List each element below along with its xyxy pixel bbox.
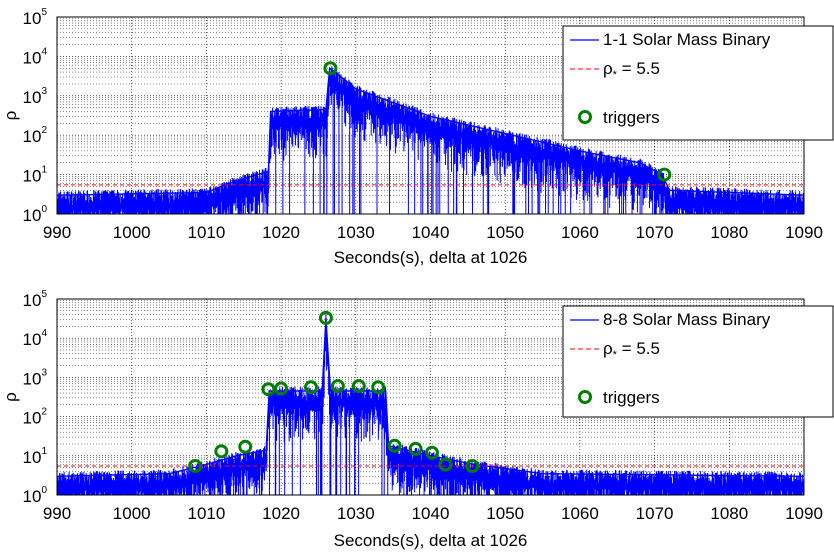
x-tick-label: 1050 — [486, 504, 524, 523]
trigger-markers — [323, 61, 672, 182]
trigger-marker — [657, 167, 672, 182]
legend-trigger-label: triggers — [603, 388, 660, 407]
trigger-marker — [214, 444, 229, 459]
trigger-marker — [261, 382, 276, 397]
trigger-marker — [387, 438, 402, 453]
legend-box — [562, 25, 834, 141]
y-tick-label: 100 — [23, 485, 48, 506]
x-tick-label: 1080 — [710, 223, 748, 242]
legend-signal-label: 8-8 Solar Mass Binary — [603, 310, 771, 329]
x-tick-label: 990 — [43, 223, 71, 242]
y-axis-label: ρ — [1, 392, 20, 402]
x-tick-label: 1030 — [337, 223, 375, 242]
legend-trigger-label: triggers — [603, 108, 660, 127]
trigger-marker — [438, 457, 453, 472]
y-tick-label: 101 — [23, 165, 48, 186]
legend: 1-1 Solar Mass Binary ρ* = 5.5 triggers — [562, 25, 834, 141]
legend-threshold-label: ρ* = 5.5 — [603, 59, 660, 81]
trigger-marker — [274, 381, 289, 396]
x-axis-label: Seconds(s), delta at 1026 — [334, 531, 528, 550]
y-tick-label: 102 — [23, 407, 48, 428]
x-tick-label: 1020 — [262, 504, 300, 523]
y-tick-label: 105 — [23, 289, 48, 310]
x-tick-label: 1030 — [337, 504, 375, 523]
x-tick-label: 1000 — [113, 223, 151, 242]
legend-threshold-label: ρ* = 5.5 — [603, 339, 660, 361]
y-tick-label: 104 — [23, 328, 48, 349]
trigger-markers — [188, 310, 480, 473]
signal-envelope — [56, 317, 805, 477]
x-tick-label: 990 — [43, 504, 71, 523]
signal-envelope — [56, 66, 805, 196]
legend-trigger-swatch — [578, 110, 592, 124]
x-tick-label: 1060 — [561, 223, 599, 242]
y-tick-label: 104 — [23, 46, 48, 67]
x-tick-label: 1080 — [710, 504, 748, 523]
trigger-marker — [408, 441, 423, 456]
y-tick-label: 102 — [23, 125, 48, 146]
x-tick-label: 1070 — [636, 504, 674, 523]
x-tick-label: 1090 — [785, 223, 823, 242]
trigger-marker — [318, 310, 333, 325]
trigger-marker — [323, 61, 338, 76]
bottom-chart-panel: 990 1000 1010 1020 1030 1040 1050 1060 1070 1080 1… — [1, 289, 834, 550]
legend-trigger-swatch — [578, 390, 592, 404]
trigger-marker — [188, 458, 203, 473]
x-tick-label: 1050 — [486, 223, 524, 242]
trigger-marker — [238, 439, 253, 454]
x-tick-label: 1070 — [636, 223, 674, 242]
y-tick-label: 101 — [23, 446, 48, 467]
x-tick-label: 1060 — [561, 504, 599, 523]
x-tick-label: 1010 — [187, 504, 225, 523]
y-tick-label: 105 — [23, 7, 48, 28]
trigger-marker — [303, 380, 318, 395]
x-tick-label: 1040 — [412, 223, 450, 242]
x-tick-label: 1010 — [187, 223, 225, 242]
y-tick-label: 100 — [23, 204, 48, 225]
x-tick-label: 1040 — [412, 504, 450, 523]
x-tick-label: 1020 — [262, 223, 300, 242]
legend-signal-label: 1-1 Solar Mass Binary — [603, 30, 771, 49]
top-chart-panel: 990 1000 1010 1020 1030 1040 1050 1060 1070 1080 1… — [1, 7, 834, 267]
y-tick-label: 103 — [23, 86, 48, 107]
x-tick-label: 1090 — [785, 504, 823, 523]
trigger-marker — [424, 445, 439, 460]
trigger-marker — [371, 380, 386, 395]
trigger-marker — [465, 458, 480, 473]
legend: 8-8 Solar Mass Binary ρ* = 5.5 triggers — [562, 305, 834, 418]
trigger-marker — [351, 379, 366, 394]
legend-box — [562, 305, 834, 418]
trigger-marker — [330, 379, 345, 394]
y-tick-label: 103 — [23, 367, 48, 388]
x-tick-label: 1000 — [113, 504, 151, 523]
y-axis-label: ρ — [1, 111, 20, 121]
x-axis-label: Seconds(s), delta at 1026 — [334, 248, 528, 267]
